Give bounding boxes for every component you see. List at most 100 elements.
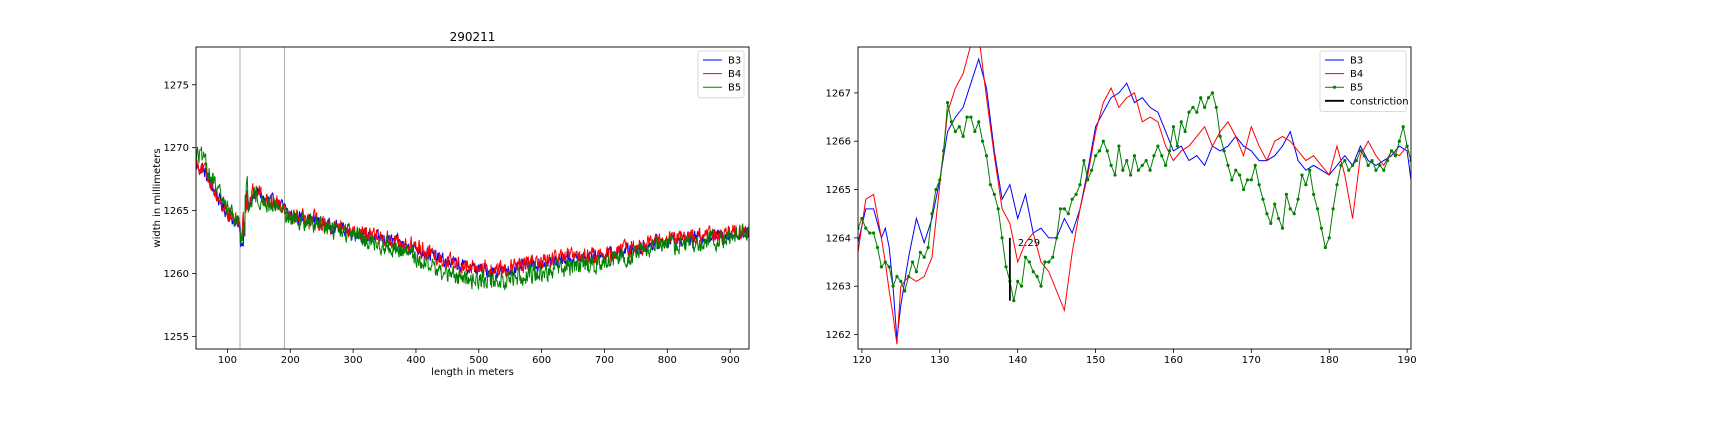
series-point-b5 [1125,158,1129,163]
series-point-b5 [945,100,950,105]
axes-frame [857,46,1412,350]
series-point-b5 [914,270,919,274]
x-tick-label: 600 [532,355,551,366]
series-point-b5 [1078,183,1082,187]
series-point-b5 [1401,125,1405,129]
series-point-b5 [1129,173,1133,177]
series-point-b5 [1350,163,1355,167]
series-point-b5 [1397,139,1401,143]
series-line-b5 [858,91,1411,301]
series-point-b5 [1327,236,1331,240]
series-point-b5 [1374,168,1378,172]
series-point-b5 [992,192,996,196]
y-tick-label: 1265 [826,185,851,196]
y-tick-label: 1265 [164,206,189,217]
series-point-b5 [981,139,985,143]
series-point-b5 [1308,168,1312,172]
legend-box [1319,50,1407,112]
legend-label-b5: B5 [1350,83,1363,94]
series-point-b5 [1121,168,1125,172]
series-point-b5 [1195,110,1199,114]
x-tick-label: 120 [852,355,871,366]
plot-area [196,47,749,349]
series-point-b5 [1296,197,1300,201]
x-tick-label: 170 [1242,355,1261,366]
series-point-b5 [1265,212,1269,216]
series-point-b5 [1132,154,1137,158]
series-point-b5 [1191,105,1195,109]
series-point-b5 [1199,96,1203,100]
series-line-b5 [196,146,749,291]
series-point-b5 [871,231,876,235]
series-point-b5 [926,245,930,250]
series-point-b5 [1066,212,1070,216]
series-point-b5 [1039,284,1043,288]
series-line-b4 [858,47,1411,345]
x-tick-label: 200 [281,355,300,366]
series-point-b5 [942,149,946,153]
series-point-b5 [1362,154,1366,158]
series-point-b5 [1226,163,1230,167]
series-point-b5 [938,178,942,182]
y-tick-label: 1255 [164,332,189,343]
series-point-b5 [1202,105,1207,109]
series-point-b5 [1136,168,1140,172]
series-point-b5 [988,183,993,187]
series-point-b5 [1171,125,1176,129]
series-point-b5 [1109,163,1113,167]
series-point-b5 [1175,144,1179,148]
legend-label-b5: B5 [728,83,741,94]
series-point-b5 [1238,173,1242,177]
series-point-b5 [1101,139,1105,143]
series-point-b5 [1315,207,1320,211]
series-point-b5 [1253,163,1257,167]
series-point-b5 [1074,192,1078,196]
series-point-b5 [1405,144,1409,148]
series-point-b5 [1382,168,1386,172]
series-point-b5 [1058,207,1063,211]
series-point-b5 [1093,154,1098,158]
x-tick-label: 140 [1008,355,1027,366]
series-point-b5 [1354,158,1359,163]
y-tick-label: 1267 [826,88,851,99]
series-point-b5 [1070,197,1074,201]
series-point-b5 [1179,120,1183,124]
series-point-b5 [883,260,887,264]
y-tick-label: 1266 [826,137,851,148]
x-tick-label: 400 [406,355,425,366]
chart-2: 2.29 120 130 140 150 160 170 180 190 1262 1263 1264… [826,46,1417,366]
series-point-b5 [1280,226,1285,230]
series-point-b5 [903,289,907,293]
series-point-b5 [1347,168,1351,172]
series-point-b5 [899,279,903,283]
series-point-b5 [949,120,954,124]
series-point-b5 [1210,91,1214,95]
series-point-b5 [1047,260,1051,264]
series-point-b5 [1393,154,1398,158]
series-point-b5 [1140,163,1144,167]
x-tick-label: 700 [595,355,614,366]
series-point-b5 [969,115,973,119]
series-point-b5 [1284,192,1288,196]
series-point-b5 [1292,212,1296,216]
series-point-b5 [1218,134,1222,138]
series-point-b5 [1323,245,1327,250]
series-point-b5 [984,154,989,158]
series-point-b5 [910,260,915,264]
x-axis-label: length in meters [431,367,514,378]
x-tick-label: 190 [1398,355,1417,366]
y-tick-label: 1275 [164,80,189,91]
series-point-b5 [957,125,961,129]
series-point-b5 [1343,158,1347,163]
y-axis-label: width in millimeters [152,148,163,247]
series-point-b5 [961,134,965,138]
series-point-b5 [1187,110,1191,114]
series-point-b5 [1183,129,1187,134]
series-point-b5 [907,274,911,279]
series-point-b5 [1016,279,1020,283]
series-point-b5 [1051,255,1055,259]
series-point-b5 [1144,158,1148,163]
series-point-b5 [1276,216,1281,221]
x-tick-label: 130 [930,355,949,366]
